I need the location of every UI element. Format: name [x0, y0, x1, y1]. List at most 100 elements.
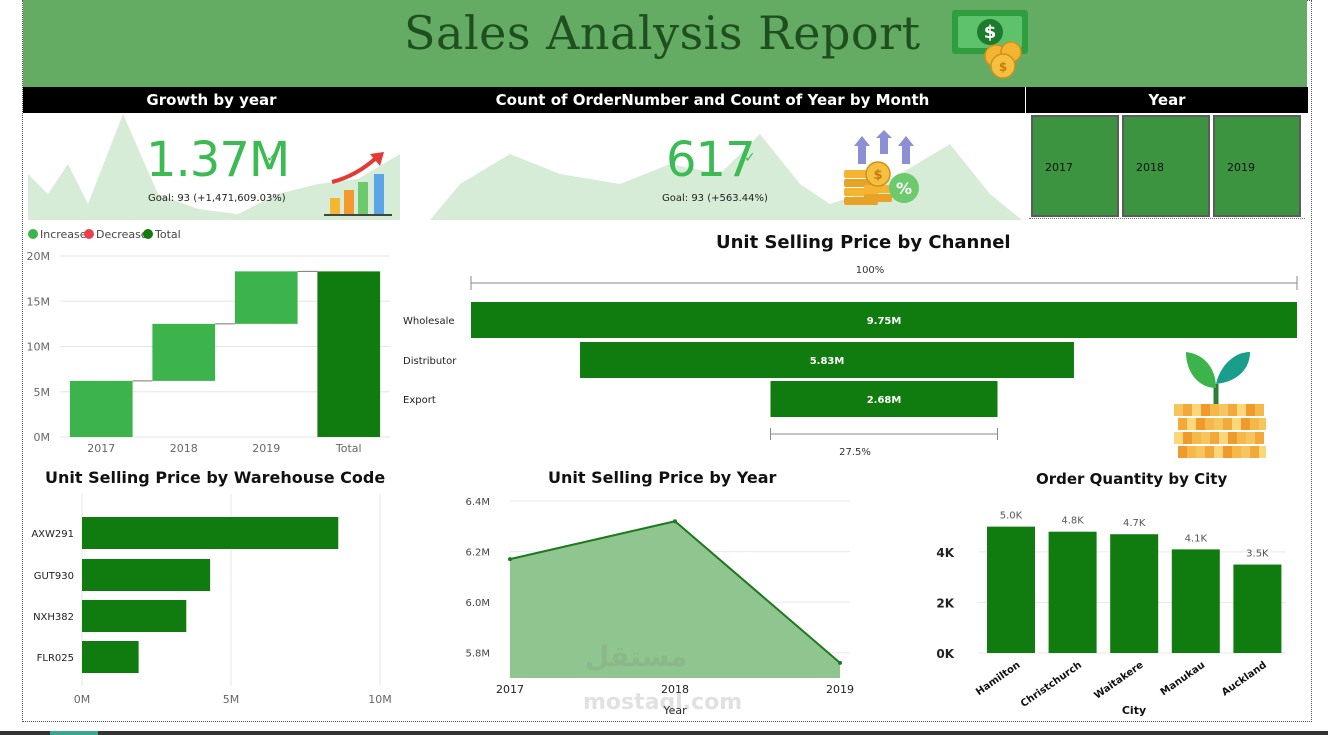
coin-block [1241, 446, 1250, 458]
warehouse-bar-flr025[interactable] [82, 641, 139, 673]
year-slicer-option-2019[interactable]: 2019 [1213, 115, 1301, 217]
warehouse-bar-chart: 0M 5M 10M AXW291 GUT930 NXH382 FLR025 [31, 494, 392, 706]
coin-block [1210, 404, 1219, 416]
data-label: 4.7K [1123, 518, 1146, 529]
report-header [23, 0, 1307, 87]
funnel-bar-distributor[interactable] [580, 342, 1074, 378]
coin-block [1219, 404, 1228, 416]
legend-increase-swatch [28, 229, 38, 239]
x-axis-title: City [1122, 704, 1146, 717]
coin-block [1205, 418, 1214, 430]
y-category-label: AXW291 [31, 529, 74, 540]
x-axis-title: Year [662, 704, 687, 717]
area-point[interactable] [508, 557, 512, 562]
coin-block [1174, 404, 1183, 416]
coin-block [1232, 418, 1241, 430]
x-tick-label: 2017 [87, 442, 115, 455]
waterfall-bar-2017[interactable] [69, 380, 133, 437]
city-bar-auckland[interactable] [1233, 564, 1282, 653]
svg-text:$: $ [873, 168, 882, 183]
coin-block [1187, 446, 1196, 458]
data-label: 4.8K [1061, 516, 1084, 527]
waterfall-bar-2018[interactable] [152, 323, 216, 381]
legend-label: Increase [40, 228, 87, 241]
city-chart-title: Order Quantity by City [1036, 470, 1228, 488]
funnel-bar-wholesale[interactable] [471, 302, 1297, 338]
coin-block [1178, 446, 1187, 458]
y-tick-label: 10M [27, 341, 51, 354]
y-tick-label: 5M [34, 386, 51, 399]
growth-kpi-check-icon: ✓ [266, 150, 278, 166]
growth-section-title: Growth by year [23, 87, 400, 113]
coin-block [1223, 446, 1232, 458]
legend-increase[interactable]: Increase [28, 228, 87, 241]
y-category-label: GUT930 [34, 571, 74, 582]
area-point[interactable] [673, 519, 677, 524]
growth-kpi-trend-area [28, 114, 400, 220]
coin-block [1246, 432, 1255, 444]
coin-block [1228, 432, 1237, 444]
data-label: 4.1K [1185, 533, 1208, 544]
x-tick-label: Christchurch [1019, 660, 1084, 710]
x-tick-label: Hamilton [974, 660, 1022, 698]
count-kpi-value: 617 [666, 132, 756, 188]
growth-chart-icon [324, 152, 392, 216]
legend-label: Total [155, 228, 181, 241]
waterfall-chart: 0M 5M 10M 15M 20M 2017 2018 2019 Total [27, 250, 390, 455]
coin-block [1259, 418, 1266, 430]
year-slicer-option-2018[interactable]: 2018 [1122, 115, 1210, 217]
x-tick-label: 2018 [661, 683, 689, 696]
coin-block [1178, 418, 1187, 430]
count-kpi-check-icon: ✓ [744, 150, 756, 166]
waterfall-bar-2019[interactable] [234, 271, 298, 324]
svg-text:$: $ [999, 60, 1007, 74]
city-bar-chart: 0K 2K 4K 5.0K Hamilton 4.8K Christchurch 4.7K Wa… [936, 511, 1286, 717]
legend-total[interactable]: Total [143, 228, 181, 241]
x-tick-label: 2017 [496, 683, 524, 696]
year-area-chart: 5.8M 6.0M 6.2M 6.4M 2017 2018 2019 Year [465, 497, 854, 717]
coin-block [1250, 446, 1259, 458]
area-fill [510, 521, 840, 678]
x-tick-label: 2019 [252, 442, 280, 455]
funnel-category-label: Wholesale [403, 316, 455, 327]
year-slicer-option-2017[interactable]: 2017 [1031, 115, 1119, 217]
y-tick-label: 4K [936, 546, 954, 560]
y-tick-label: 2K [936, 596, 954, 610]
data-label: 3.5K [1246, 549, 1269, 560]
y-tick-label: 6.2M [465, 548, 490, 559]
growth-kpi-value: 1.37M [146, 132, 290, 188]
coin-block [1246, 404, 1255, 416]
city-bar-christchurch[interactable] [1048, 531, 1097, 653]
city-bar-waitakere[interactable] [1110, 534, 1159, 653]
svg-text:$: $ [984, 22, 997, 43]
coin-block [1219, 432, 1228, 444]
coin-block [1232, 446, 1241, 458]
x-tick-label: 0M [74, 693, 91, 706]
coin-block [1214, 418, 1223, 430]
warehouse-bar-nxh382[interactable] [82, 600, 187, 632]
x-tick-label: 2018 [170, 442, 198, 455]
legend-decrease[interactable]: Decrease [84, 228, 148, 241]
x-tick-label: Manukau [1159, 660, 1207, 699]
legend-total-swatch [143, 229, 153, 239]
coin-block [1201, 404, 1210, 416]
city-bar-hamilton[interactable] [987, 526, 1035, 653]
warehouse-bar-axw291[interactable] [82, 517, 339, 549]
bottom-bar [0, 731, 1328, 735]
area-point[interactable] [838, 660, 842, 665]
svg-text:%: % [896, 179, 912, 198]
coin-block [1192, 432, 1201, 444]
x-tick-label: 5M [223, 693, 240, 706]
data-label: 5.0K [1000, 511, 1023, 522]
city-bar-manukau[interactable] [1171, 549, 1220, 653]
coin-block [1183, 432, 1192, 444]
funnel-bar-export[interactable] [770, 381, 998, 417]
slicer-divider [1029, 218, 1305, 220]
coin-block [1255, 432, 1264, 444]
warehouse-bar-gut930[interactable] [82, 559, 211, 591]
y-tick-label: 6.0M [465, 598, 490, 609]
coin-block [1187, 418, 1196, 430]
y-category-label: FLR025 [37, 653, 74, 664]
x-tick-label: Total [335, 442, 362, 455]
waterfall-bar-total[interactable] [317, 271, 381, 437]
